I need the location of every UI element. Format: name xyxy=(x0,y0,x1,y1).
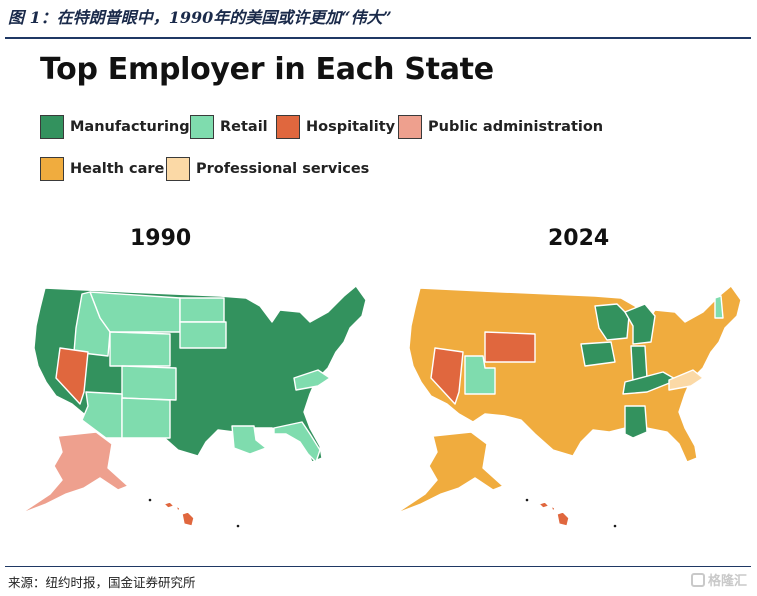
legend-swatch-manufacturing xyxy=(40,115,64,139)
map-state-iowa xyxy=(580,341,616,367)
legend-label: Health care xyxy=(70,161,165,177)
map-state-florida xyxy=(273,421,321,463)
legend-label: Professional services xyxy=(196,161,370,177)
map-state-wyoming xyxy=(109,331,171,367)
legend-swatch-health-care xyxy=(40,157,64,181)
map-state-michigan xyxy=(624,303,656,345)
map-island-dot xyxy=(612,523,618,529)
legend-item-health-care: Health care xyxy=(40,156,164,182)
legend-label: Hospitality xyxy=(306,119,396,135)
map-state-alaska xyxy=(394,431,504,515)
map-state-virginia xyxy=(293,369,331,391)
us-map-2024 xyxy=(394,285,742,529)
map-state-arizona xyxy=(81,391,123,439)
legend-swatch-public-administration xyxy=(398,115,422,139)
legend-item-public-administration: Public administration xyxy=(398,114,603,140)
map-state-hawaii xyxy=(538,501,570,527)
map-state-nevada xyxy=(430,347,464,405)
legend-item-retail: Retail xyxy=(190,114,268,140)
figure-caption: 图 1：在特朗普眼中，1990年的美国或许更加“伟大” xyxy=(8,8,392,27)
map-state-new-hampshire xyxy=(714,295,724,319)
legend-label: Public administration xyxy=(428,119,604,135)
legend-item-professional-services: Professional services xyxy=(166,156,369,182)
map-state-new-mexico xyxy=(121,397,171,439)
legend-swatch-retail xyxy=(190,115,214,139)
us-map-1990 xyxy=(19,285,367,529)
map-state-kentucky xyxy=(622,371,678,395)
top-rule xyxy=(5,37,751,39)
map-year-2024: 2024 xyxy=(548,226,610,251)
map-island-dot xyxy=(147,497,153,503)
map-state-alaska xyxy=(19,431,129,515)
legend-label: Manufacturing xyxy=(70,119,190,135)
legend-item-hospitality: Hospitality xyxy=(276,114,395,140)
map-state-colorado xyxy=(121,365,177,401)
map-state-wisconsin xyxy=(594,303,630,341)
legend-swatch-professional-services xyxy=(166,157,190,181)
watermark: 格隆汇 xyxy=(690,570,747,589)
map-state-south-dakota xyxy=(179,321,227,349)
map-state-utah xyxy=(464,355,496,395)
watermark-logo-icon xyxy=(690,572,705,587)
map-island-dot xyxy=(524,497,530,503)
map-state-louisiana xyxy=(231,425,267,455)
watermark-text: 格隆汇 xyxy=(707,574,747,589)
legend-label: Retail xyxy=(220,119,268,135)
map-state-hawaii xyxy=(163,501,195,527)
source-note: 来源：纽约时报，国金证券研究所 xyxy=(8,575,196,590)
map-state-idaho xyxy=(73,291,111,357)
map-state-alabama xyxy=(624,405,648,439)
map-state-north-dakota xyxy=(179,297,225,323)
legend-item-manufacturing: Manufacturing xyxy=(40,114,190,140)
map-island-dot xyxy=(235,523,241,529)
map-year-1990: 1990 xyxy=(130,226,192,251)
map-state-nevada xyxy=(55,347,89,405)
chart-title: Top Employer in Each State xyxy=(40,52,494,87)
bottom-rule xyxy=(5,566,751,567)
map-state-wyoming xyxy=(484,331,536,363)
map-state-virginia xyxy=(668,369,704,391)
legend-swatch-hospitality xyxy=(276,115,300,139)
map-region-contiguous-us xyxy=(408,285,742,463)
